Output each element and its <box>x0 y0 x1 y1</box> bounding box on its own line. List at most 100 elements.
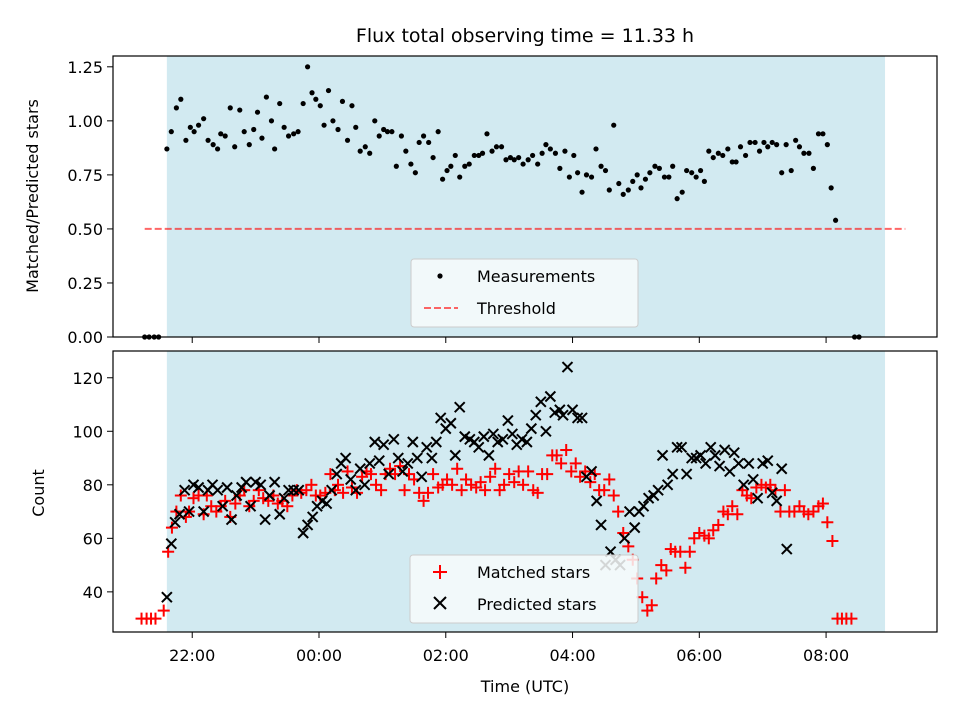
bottom-y-axis-label: Count <box>29 469 48 517</box>
matched-star-point <box>149 612 162 625</box>
predicted-star-point <box>699 457 712 470</box>
measurement-point <box>611 122 617 128</box>
legend-matched-label: Matched stars <box>477 563 590 582</box>
measurement-point <box>232 144 238 150</box>
measurement-point <box>183 137 189 143</box>
predicted-star-point <box>402 457 414 470</box>
measurement-point <box>761 139 767 146</box>
predicted-star-point <box>628 521 641 534</box>
measurement-point <box>444 167 450 174</box>
predicted-star-point <box>254 479 267 491</box>
predicted-star-point <box>521 436 533 448</box>
predicted-star-point <box>426 452 438 464</box>
measurement-point <box>241 129 247 135</box>
matched-star-point <box>845 612 858 625</box>
legend-threshold-label: Threshold <box>476 299 556 318</box>
predicted-star-point <box>709 449 721 462</box>
matched-star-point <box>560 444 573 457</box>
predicted-star-point <box>230 489 243 502</box>
measurement-point <box>201 116 207 122</box>
matched-star-point <box>531 486 544 499</box>
y-tick-label: 0.00 <box>67 328 103 347</box>
measurement-point <box>430 154 436 161</box>
measurement-point <box>384 129 391 135</box>
measurement-point <box>448 163 454 169</box>
measurement-point <box>210 142 216 148</box>
measurement-point <box>222 133 228 139</box>
matched-star-point <box>337 486 350 499</box>
measurement-point <box>503 157 509 163</box>
matched-star-point <box>802 508 815 521</box>
predicted-star-point <box>525 422 538 435</box>
measurement-point <box>507 154 514 161</box>
legend-predicted-label: Predicted stars <box>477 595 597 614</box>
predicted-star-point <box>685 452 698 464</box>
predicted-star-point <box>502 414 514 427</box>
bottom-x-axis-label: Time (UTC) <box>480 677 569 696</box>
measurement-point <box>498 144 505 150</box>
predicted-star-point <box>373 455 385 467</box>
predicted-star-point <box>737 479 750 491</box>
y-tick-label: 1.00 <box>67 112 103 131</box>
predicted-star-point <box>454 401 466 413</box>
matched-star-point <box>422 486 435 499</box>
measurement-point <box>530 152 536 159</box>
predicted-star-point <box>293 484 305 496</box>
predicted-star-point <box>483 449 495 462</box>
measurement-point <box>832 217 839 223</box>
predicted-star-point <box>661 479 674 491</box>
measurement-point <box>661 174 668 180</box>
matched-star-point <box>679 561 692 574</box>
predicted-star-point <box>680 468 693 480</box>
measurement-point <box>620 191 626 197</box>
predicted-star-point <box>554 404 566 416</box>
predicted-star-point <box>478 430 490 443</box>
matched-star-point <box>683 545 696 558</box>
measurement-point <box>788 167 794 174</box>
measurement-point <box>516 154 522 161</box>
measurement-point <box>756 148 763 154</box>
measurement-point <box>729 159 735 165</box>
measurement-point <box>779 170 785 176</box>
measurement-point <box>435 129 441 135</box>
measurement-point <box>389 129 395 135</box>
measurement-point <box>173 105 179 111</box>
measurement-point <box>630 178 636 184</box>
predicted-star-point <box>377 438 390 451</box>
matched-star-point <box>807 505 820 518</box>
x-tick-label: 08:00 <box>803 646 849 665</box>
measurement-point <box>353 124 359 130</box>
matched-star-point <box>427 468 440 481</box>
matched-star-point <box>645 599 658 612</box>
x-tick-label: 02:00 <box>423 646 469 665</box>
predicted-star-point <box>339 452 352 464</box>
measurement-point <box>420 133 427 139</box>
measurement-point <box>806 150 812 156</box>
measurement-point <box>277 100 283 107</box>
predicted-star-point <box>192 481 205 494</box>
measurement-point <box>557 165 563 171</box>
measurement-point <box>642 176 649 182</box>
bottom-x-ticks: 22:00 00:00 02:00 04:00 06:00 08:00 <box>169 632 849 665</box>
bottom-panel: 40 60 80 100 120 22:00 00:00 02:00 04:00 06:00 08… <box>29 350 938 696</box>
measurement-point <box>339 98 346 104</box>
matched-star-point <box>187 492 200 505</box>
predicted-star-point <box>766 487 778 499</box>
matched-star-point <box>300 484 313 497</box>
matched-star-point <box>324 468 337 481</box>
matched-star-point <box>821 516 834 529</box>
measurement-point <box>706 148 712 154</box>
predicted-star-point <box>421 441 433 454</box>
measurement-point <box>765 144 771 150</box>
bottom-y-ticks: 40 60 80 100 120 <box>72 369 113 602</box>
predicted-star-point <box>161 591 173 603</box>
predicted-star-point <box>411 452 423 464</box>
matched-star-point <box>165 521 178 534</box>
measurement-point <box>272 146 278 152</box>
matched-star-point <box>229 497 242 510</box>
y-tick-label: 100 <box>72 422 103 441</box>
measurement-point <box>710 154 716 161</box>
predicted-star-point <box>320 497 333 510</box>
y-tick-label: 40 <box>83 583 103 602</box>
measurement-point <box>344 137 351 143</box>
